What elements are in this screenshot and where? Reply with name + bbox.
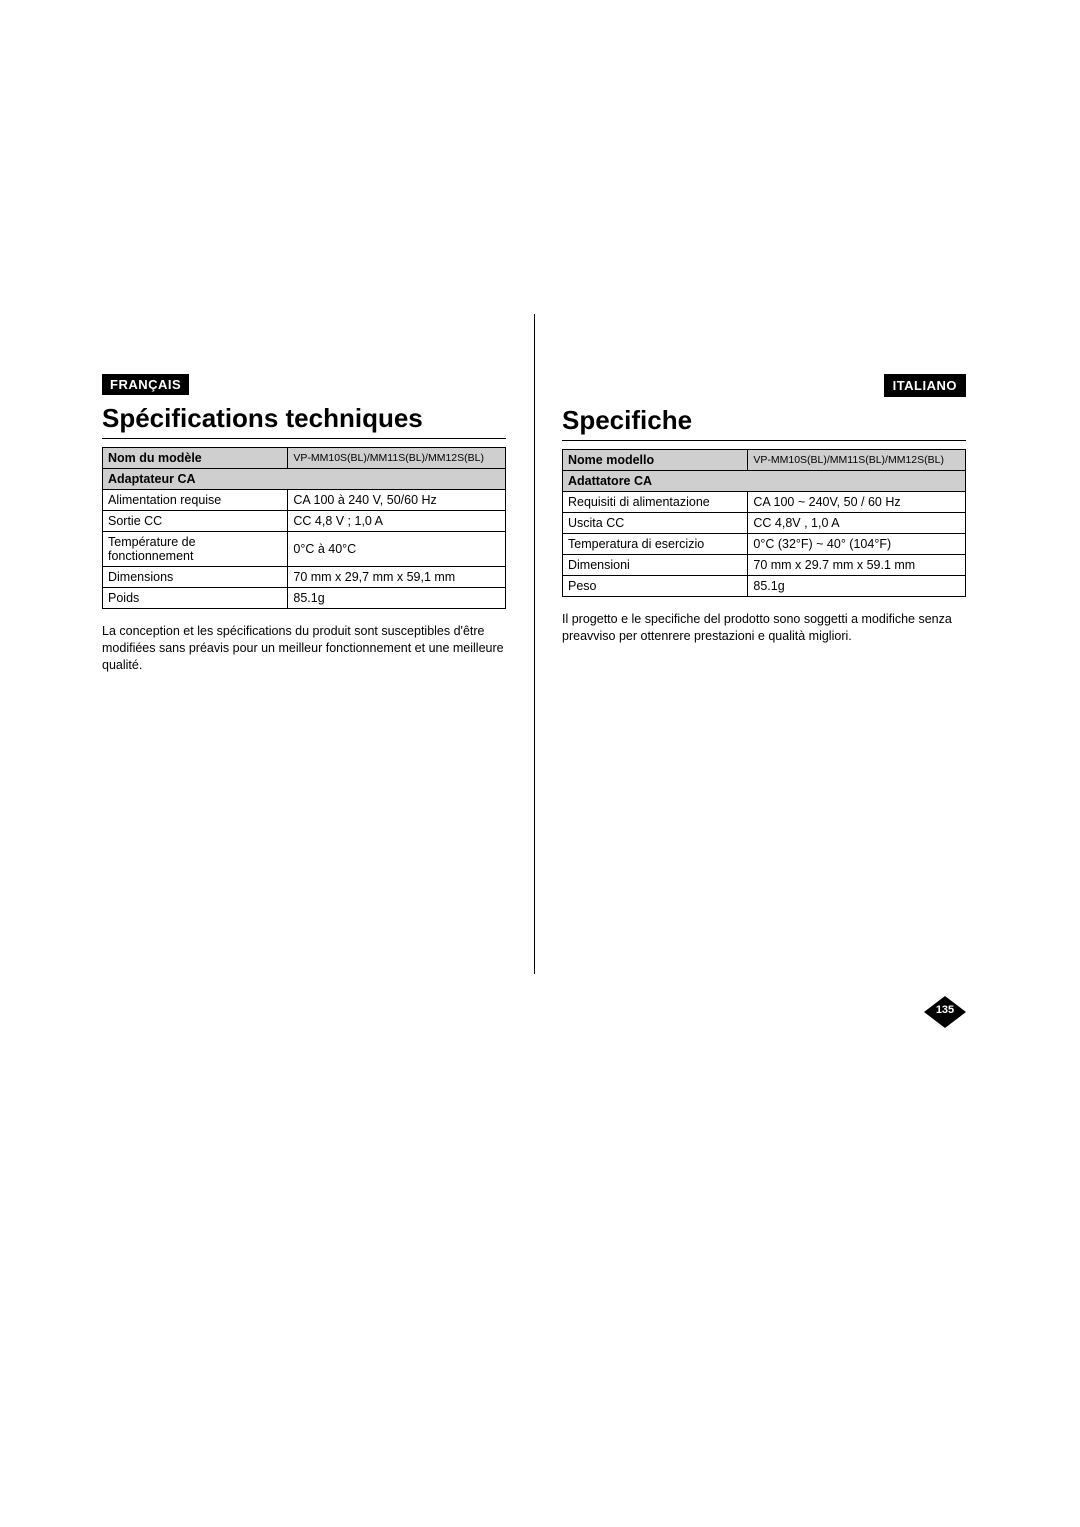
table-row: Adattatore CA <box>563 471 966 492</box>
spec-label: Uscita CC <box>563 513 748 534</box>
table-row: Dimensioni 70 mm x 29.7 mm x 59.1 mm <box>563 555 966 576</box>
heading-it: Specifiche <box>562 405 966 436</box>
spec-table-it: Nome modello VP-MM10S(BL)/MM11S(BL)/MM12… <box>562 449 966 597</box>
spec-value: CA 100 à 240 V, 50/60 Hz <box>288 490 506 511</box>
lang-row: ITALIANO <box>562 374 966 397</box>
spec-label: Dimensions <box>103 567 288 588</box>
spec-label: Temperatura di esercizio <box>563 534 748 555</box>
table-row: Requisiti di alimentazione CA 100 ~ 240V… <box>563 492 966 513</box>
spec-value: CA 100 ~ 240V, 50 / 60 Hz <box>748 492 966 513</box>
adapter-header: Adattatore CA <box>563 471 966 492</box>
spec-label: Requisiti di alimentazione <box>563 492 748 513</box>
page-content: FRANÇAIS Spécifications techniques Nom d… <box>102 374 966 988</box>
heading-fr: Spécifications techniques <box>102 403 506 434</box>
table-row: Peso 85.1g <box>563 576 966 597</box>
note-fr: La conception et les spécifications du p… <box>102 623 506 674</box>
italian-column: ITALIANO Specifiche Nome modello VP-MM10… <box>534 374 966 988</box>
table-row: Température de fonctionnement 0°C à 40°C <box>103 532 506 567</box>
model-label: Nome modello <box>563 450 748 471</box>
table-row: Adaptateur CA <box>103 469 506 490</box>
table-row: Poids 85.1g <box>103 588 506 609</box>
table-row: Dimensions 70 mm x 29,7 mm x 59,1 mm <box>103 567 506 588</box>
spec-value: CC 4,8 V ; 1,0 A <box>288 511 506 532</box>
table-row: Nome modello VP-MM10S(BL)/MM11S(BL)/MM12… <box>563 450 966 471</box>
spec-label: Dimensioni <box>563 555 748 576</box>
french-column: FRANÇAIS Spécifications techniques Nom d… <box>102 374 534 988</box>
model-value: VP-MM10S(BL)/MM11S(BL)/MM12S(BL) <box>288 448 506 469</box>
table-row: Temperatura di esercizio 0°C (32°F) ~ 40… <box>563 534 966 555</box>
model-label: Nom du modèle <box>103 448 288 469</box>
table-row: Uscita CC CC 4,8V , 1,0 A <box>563 513 966 534</box>
spec-value: 85.1g <box>748 576 966 597</box>
lang-badge-fr: FRANÇAIS <box>102 374 189 395</box>
spec-value: 70 mm x 29,7 mm x 59,1 mm <box>288 567 506 588</box>
lang-row: FRANÇAIS <box>102 374 506 395</box>
spec-label: Sortie CC <box>103 511 288 532</box>
heading-rule-it <box>562 440 966 441</box>
note-it: Il progetto e le specifiche del prodotto… <box>562 611 966 645</box>
spec-value: 85.1g <box>288 588 506 609</box>
spec-value: 0°C à 40°C <box>288 532 506 567</box>
model-value: VP-MM10S(BL)/MM11S(BL)/MM12S(BL) <box>748 450 966 471</box>
page-number: 135 <box>924 1004 966 1016</box>
table-row: Alimentation requise CA 100 à 240 V, 50/… <box>103 490 506 511</box>
table-row: Sortie CC CC 4,8 V ; 1,0 A <box>103 511 506 532</box>
spec-table-fr: Nom du modèle VP-MM10S(BL)/MM11S(BL)/MM1… <box>102 447 506 609</box>
spec-value: 0°C (32°F) ~ 40° (104°F) <box>748 534 966 555</box>
page-number-badge: 135 <box>924 996 966 1028</box>
heading-rule-fr <box>102 438 506 439</box>
spec-label: Poids <box>103 588 288 609</box>
spec-label: Peso <box>563 576 748 597</box>
spec-label: Température de fonctionnement <box>103 532 288 567</box>
lang-badge-it: ITALIANO <box>884 374 966 397</box>
table-row: Nom du modèle VP-MM10S(BL)/MM11S(BL)/MM1… <box>103 448 506 469</box>
spec-value: 70 mm x 29.7 mm x 59.1 mm <box>748 555 966 576</box>
spec-label: Alimentation requise <box>103 490 288 511</box>
spec-value: CC 4,8V , 1,0 A <box>748 513 966 534</box>
adapter-header: Adaptateur CA <box>103 469 506 490</box>
